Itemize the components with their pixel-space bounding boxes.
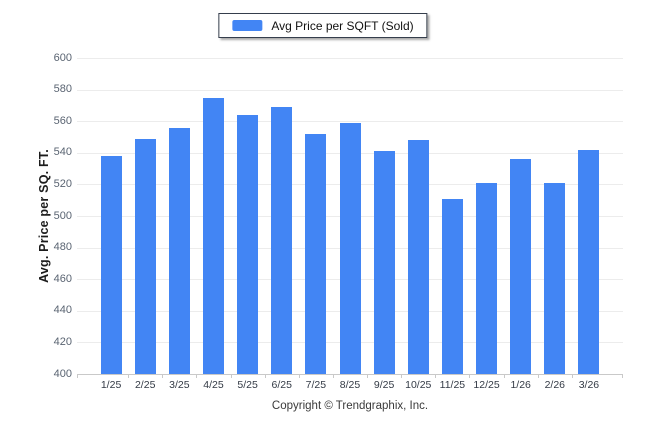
x-tick-label-1/25: 1/25 [100,379,122,391]
bar-1/25 [100,155,122,374]
bar-2/26 [544,182,566,374]
x-axis-tick [435,374,437,378]
y-tick-label-400: 400 [53,367,72,380]
x-axis-tick [162,374,164,378]
x-tick-label-7/25: 7/25 [305,379,327,391]
x-tick-label-5/25: 5/25 [237,379,258,391]
x-axis-tick [571,374,573,378]
y-tick-label-500: 500 [53,209,72,222]
y-tick-label-580: 580 [53,83,72,96]
x-tick-label-3/26: 3/26 [578,379,600,391]
x-axis-tick [503,374,505,378]
x-axis-tick [128,374,130,378]
bar-10/25 [407,140,429,374]
bar-9/25 [373,151,395,374]
x-axis-tick [622,374,623,378]
x-tick-label-1/26: 1/26 [510,379,531,391]
bar-4/25 [202,97,224,374]
y-tick-label-540: 540 [53,146,72,159]
x-axis: 1/25 2/25 3/25 4/25 5/25 6/25 7/25 8/25 9/25 10/2… [77,374,623,392]
x-tick-label-12/25: 12/25 [473,379,500,391]
gridline-600 [77,58,623,59]
bar-8/25 [339,122,361,374]
legend-label: Avg Price per SQFT (Sold) [271,18,414,33]
x-tick-label-8/25: 8/25 [339,379,361,391]
bar-3/25 [168,127,190,374]
x-tick-label-2/25: 2/25 [134,379,156,391]
bar-7/25 [305,133,327,374]
bar-11/25 [441,198,463,374]
bar-2/25 [134,138,156,374]
x-axis-tick [401,374,403,378]
y-tick-label-480: 480 [53,241,72,254]
x-axis-tick [332,374,334,378]
gridline-560 [77,121,623,123]
x-tick-label-11/25: 11/25 [439,379,466,391]
x-tick-label-2/26: 2/26 [544,379,566,391]
plot-area [77,58,623,375]
x-axis-tick [230,374,232,378]
x-axis-tick [367,374,369,378]
x-axis-tick [298,374,300,378]
bar-5/25 [237,114,259,374]
bar-3/26 [578,149,600,374]
bar-6/25 [271,106,293,374]
y-tick-label-560: 560 [53,114,72,127]
y-tick-label-440: 440 [53,304,72,317]
x-axis-tick [264,374,266,378]
x-tick-label-10/25: 10/25 [405,379,432,391]
y-tick-label-460: 460 [53,272,72,285]
y-axis-tick-labels: 400 420 440 460 480 500 520 540 560 580 600 [0,52,72,379]
x-axis-tick [77,374,78,378]
gridline-580 [77,89,623,91]
x-axis-tick [196,374,198,378]
legend-swatch-icon [232,20,263,31]
bar-1/26 [510,159,532,374]
x-axis-tick [469,374,471,378]
x-tick-label-4/25: 4/25 [203,379,224,391]
copyright-text: Copyright © Trendgraphix, Inc. [271,400,429,412]
y-tick-label-600: 600 [53,51,72,64]
y-tick-label-520: 520 [53,177,72,190]
x-tick-label-9/25: 9/25 [373,379,395,391]
legend: Avg Price per SQFT (Sold) [218,13,428,38]
y-tick-label-420: 420 [53,335,72,348]
x-axis-tick [537,374,539,378]
bar-12/25 [476,182,498,374]
x-tick-label-3/25: 3/25 [169,379,190,391]
x-tick-label-6/25: 6/25 [271,379,292,391]
